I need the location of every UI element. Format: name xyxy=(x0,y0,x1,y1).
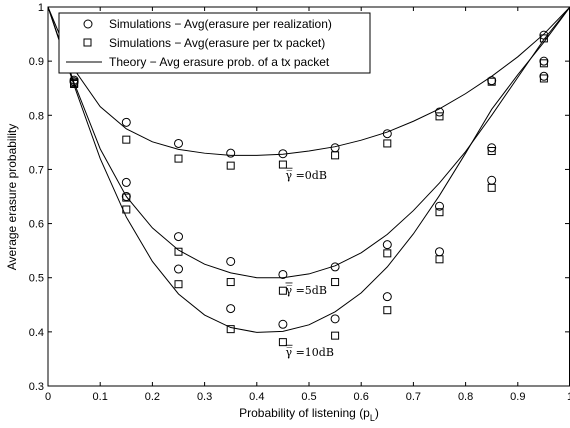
x-tick-label: 0.2 xyxy=(145,391,160,403)
x-axis-title-end: ) xyxy=(375,406,379,420)
legend-box xyxy=(58,12,371,74)
legend-label-circles: Simulations − Avg(erasure per realizatio… xyxy=(109,17,332,31)
square-point-0db xyxy=(122,135,131,144)
square-point-5db xyxy=(278,286,287,295)
square-point-10db xyxy=(174,280,183,289)
square-point-5db xyxy=(226,278,235,287)
y-tick-label: 0.4 xyxy=(29,327,44,339)
circle-point-0db xyxy=(174,138,183,148)
x-tick-label: 0.5 xyxy=(301,391,316,403)
x-tick-label: 0 xyxy=(45,391,51,403)
legend: Simulations − Avg(erasure per realizatio… xyxy=(58,12,371,74)
x-axis-title-subscript: L xyxy=(370,413,375,423)
square-point-0db xyxy=(435,112,444,121)
square-point-5db xyxy=(487,147,496,156)
legend-square-marker-icon xyxy=(83,38,92,47)
x-tick-label: 0.8 xyxy=(458,391,473,403)
square-point-10db xyxy=(487,183,496,192)
circle-point-5db xyxy=(382,240,392,250)
circle-point-0db xyxy=(382,129,392,139)
square-point-10db xyxy=(539,74,548,83)
square-point-5db xyxy=(435,208,444,217)
theory-curve-10db xyxy=(47,6,570,333)
square-point-0db xyxy=(487,77,496,86)
circle-point-5db xyxy=(278,269,288,279)
circle-point-10db xyxy=(487,175,497,185)
circle-point-10db xyxy=(382,292,392,302)
circle-point-5db xyxy=(539,56,549,66)
circle-point-10db xyxy=(174,264,183,274)
square-point-10db xyxy=(70,79,79,88)
circle-point-0db xyxy=(435,107,444,117)
snr-annotation-10db: γ̅ =10dB xyxy=(286,346,334,359)
x-axis-title: Probability of listening (pL) xyxy=(239,406,379,423)
circle-point-10db xyxy=(278,319,288,329)
square-point-0db xyxy=(174,154,183,163)
y-tick-label: 0.5 xyxy=(29,273,44,285)
square-point-5db xyxy=(383,249,392,258)
circle-point-0db xyxy=(330,143,340,153)
legend-label-squares: Simulations − Avg(erasure per tx packet) xyxy=(109,36,325,50)
legend-circle-marker-icon xyxy=(83,19,93,29)
square-point-0db xyxy=(331,151,340,160)
x-axis-title-main: Probability of listening (p xyxy=(239,406,370,420)
circle-point-5db xyxy=(174,232,183,242)
square-point-0db xyxy=(383,139,392,148)
square-point-10db xyxy=(331,331,340,340)
y-tick-label: 0.3 xyxy=(29,381,44,393)
y-tick-label: 0.9 xyxy=(29,56,44,68)
square-point-5db xyxy=(539,59,548,68)
x-tick-label: 1 xyxy=(567,391,570,403)
circle-point-0db xyxy=(278,149,288,159)
x-tick-label: 0.1 xyxy=(93,391,108,403)
y-tick-label: 0.6 xyxy=(29,219,44,231)
square-point-10db xyxy=(383,306,392,315)
axes: 0 0.1 0.2 0.3 0.4 0.5 0.6 0.7 0.8 0.9 1 0.3 0.4 0.5 0.… xyxy=(29,2,570,403)
y-tick-label: 0.7 xyxy=(29,164,44,176)
y-axis-title: Average erasure probability xyxy=(5,124,19,271)
square-point-10db xyxy=(122,205,131,214)
x-tick-label: 0.4 xyxy=(249,391,264,403)
snr-annotation-5db: γ̅ =5dB xyxy=(286,284,327,297)
circle-point-10db xyxy=(121,192,131,201)
square-point-10db xyxy=(226,325,235,334)
square-point-0db xyxy=(226,161,235,170)
y-tick-label: 0.8 xyxy=(29,110,44,122)
snr-annotation-0db: γ̅ =0dB xyxy=(286,169,327,182)
circle-point-0db xyxy=(121,117,131,127)
circle-point-10db xyxy=(330,314,340,324)
circle-point-0db xyxy=(226,148,236,158)
x-tick-label: 0.3 xyxy=(197,391,212,403)
square-point-5db xyxy=(174,247,183,256)
circle-point-5db xyxy=(435,201,444,211)
circle-point-10db xyxy=(435,247,444,257)
x-tick-label: 0.6 xyxy=(354,391,369,403)
x-tick-label: 0.9 xyxy=(510,391,525,403)
circle-point-10db xyxy=(539,71,549,81)
square-point-10db xyxy=(435,255,444,264)
theory-curve-5db xyxy=(47,6,570,279)
plot-area: γ̅ =0dB γ̅ =5dB γ̅ =10dB xyxy=(47,6,570,359)
square-point-0db xyxy=(278,160,287,169)
legend-label-theory: Theory − Avg erasure prob. of a tx packe… xyxy=(109,55,330,69)
circle-point-5db xyxy=(330,262,340,272)
y-tick-label: 1 xyxy=(38,2,44,14)
theory-curve-0db xyxy=(47,6,570,156)
square-point-10db xyxy=(278,338,287,347)
square-point-5db xyxy=(331,278,340,287)
circle-point-5db xyxy=(226,256,236,266)
circle-point-5db xyxy=(121,177,131,187)
x-tick-label: 0.7 xyxy=(406,391,421,403)
circle-point-10db xyxy=(226,304,236,314)
